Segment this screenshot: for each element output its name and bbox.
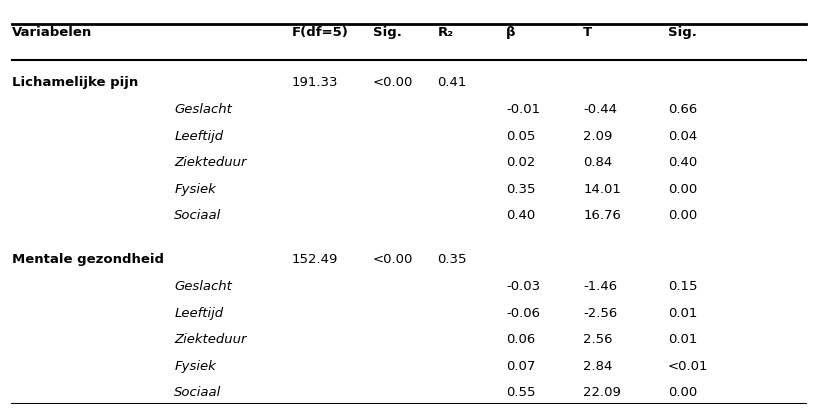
Text: 0.35: 0.35 bbox=[506, 183, 536, 196]
Text: -0.44: -0.44 bbox=[583, 104, 617, 116]
Text: 2.84: 2.84 bbox=[583, 360, 613, 373]
Text: <0.00: <0.00 bbox=[372, 253, 413, 266]
Text: 22.09: 22.09 bbox=[583, 386, 621, 399]
Text: 2.56: 2.56 bbox=[583, 333, 613, 346]
Text: Ziekteduur: Ziekteduur bbox=[174, 333, 247, 346]
Text: -0.01: -0.01 bbox=[506, 104, 540, 116]
Text: 14.01: 14.01 bbox=[583, 183, 621, 196]
Text: Fysiek: Fysiek bbox=[174, 360, 216, 373]
Text: -2.56: -2.56 bbox=[583, 307, 618, 320]
Text: Leeftijd: Leeftijd bbox=[174, 130, 223, 143]
Text: Variabelen: Variabelen bbox=[12, 26, 92, 39]
Text: -1.46: -1.46 bbox=[583, 280, 618, 293]
Text: 0.07: 0.07 bbox=[506, 360, 536, 373]
Text: <0.00: <0.00 bbox=[372, 76, 413, 89]
Text: 0.00: 0.00 bbox=[668, 209, 697, 222]
Text: 0.00: 0.00 bbox=[668, 183, 697, 196]
Text: 0.40: 0.40 bbox=[668, 156, 697, 169]
Text: -0.06: -0.06 bbox=[506, 307, 540, 320]
Text: <0.01: <0.01 bbox=[668, 360, 708, 373]
Text: 0.41: 0.41 bbox=[438, 76, 467, 89]
Text: Sig.: Sig. bbox=[668, 26, 697, 39]
Text: R₂: R₂ bbox=[438, 26, 453, 39]
Text: 0.04: 0.04 bbox=[668, 130, 697, 143]
Text: Ziekteduur: Ziekteduur bbox=[174, 156, 247, 169]
Text: Fysiek: Fysiek bbox=[174, 183, 216, 196]
Text: Mentale gezondheid: Mentale gezondheid bbox=[12, 253, 164, 266]
Text: 0.66: 0.66 bbox=[668, 104, 697, 116]
Text: 152.49: 152.49 bbox=[291, 253, 338, 266]
Text: 0.84: 0.84 bbox=[583, 156, 613, 169]
Text: 2.09: 2.09 bbox=[583, 130, 613, 143]
Text: Geslacht: Geslacht bbox=[174, 280, 232, 293]
Text: Sociaal: Sociaal bbox=[174, 209, 222, 222]
Text: Sig.: Sig. bbox=[372, 26, 402, 39]
Text: 0.40: 0.40 bbox=[506, 209, 536, 222]
Text: Sociaal: Sociaal bbox=[174, 386, 222, 399]
Text: T: T bbox=[583, 26, 592, 39]
Text: 0.01: 0.01 bbox=[668, 307, 698, 320]
Text: 0.01: 0.01 bbox=[668, 333, 698, 346]
Text: 0.00: 0.00 bbox=[668, 386, 697, 399]
Text: 0.55: 0.55 bbox=[506, 386, 536, 399]
Text: 0.05: 0.05 bbox=[506, 130, 536, 143]
Text: F(df=5): F(df=5) bbox=[291, 26, 348, 39]
Text: -0.03: -0.03 bbox=[506, 280, 540, 293]
Text: Leeftijd: Leeftijd bbox=[174, 307, 223, 320]
Text: Geslacht: Geslacht bbox=[174, 104, 232, 116]
Text: β: β bbox=[506, 26, 515, 39]
Text: 0.35: 0.35 bbox=[438, 253, 467, 266]
Text: 191.33: 191.33 bbox=[291, 76, 338, 89]
Text: 0.06: 0.06 bbox=[506, 333, 536, 346]
Text: 16.76: 16.76 bbox=[583, 209, 621, 222]
Text: Lichamelijke pijn: Lichamelijke pijn bbox=[12, 76, 138, 89]
Text: 0.02: 0.02 bbox=[506, 156, 536, 169]
Text: 0.15: 0.15 bbox=[668, 280, 698, 293]
